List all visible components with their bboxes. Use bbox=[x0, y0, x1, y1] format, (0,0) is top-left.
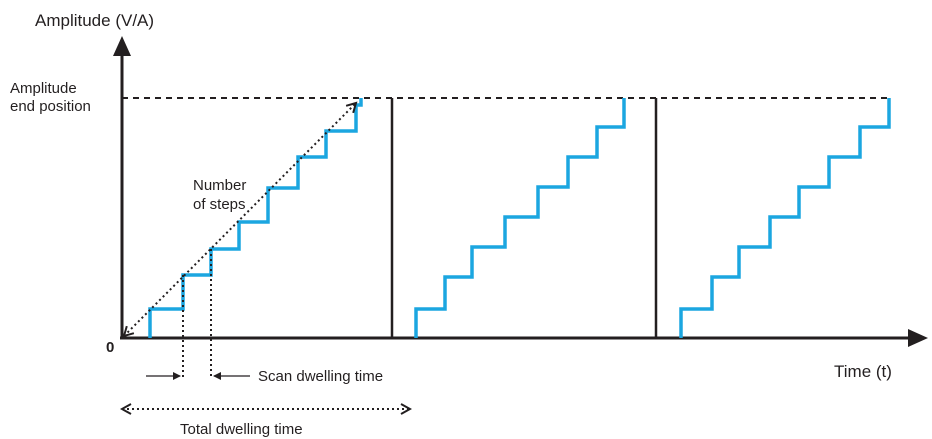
staircase-scan-3 bbox=[679, 98, 891, 338]
steps-label-line1: Number bbox=[193, 177, 246, 194]
steps-label-line2: of steps bbox=[193, 196, 246, 213]
y-axis-label: Amplitude (V/A) bbox=[35, 11, 154, 30]
x-axis-arrowhead bbox=[908, 329, 928, 347]
end-position-label-line2: end position bbox=[10, 98, 91, 115]
y-axis-arrowhead bbox=[113, 36, 131, 56]
total-dwelling-label: Total dwelling time bbox=[180, 421, 303, 438]
x-axis-label: Time (t) bbox=[834, 362, 892, 381]
staircase-scan-1 bbox=[148, 98, 363, 338]
scan-dwelling-label: Scan dwelling time bbox=[258, 368, 383, 385]
steps-diagonal-arrow bbox=[124, 103, 356, 336]
staircase-scan-2 bbox=[414, 98, 626, 338]
end-position-label-line1: Amplitude bbox=[10, 80, 77, 97]
origin-label: 0 bbox=[106, 339, 114, 356]
